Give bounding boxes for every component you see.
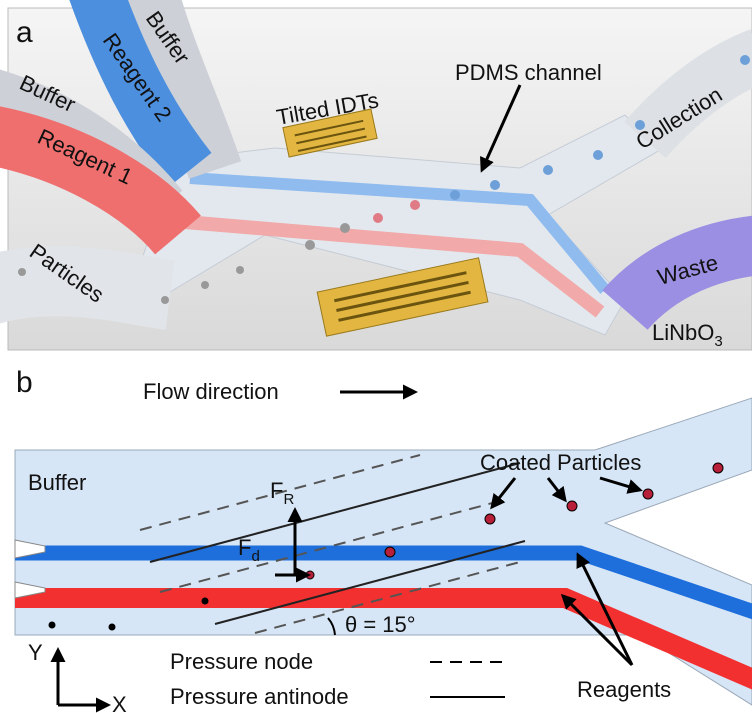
substrate-text: LiNbO (652, 320, 714, 345)
force-text: F (238, 535, 251, 560)
axis-x: X (112, 692, 127, 713)
axis-y: Y (28, 640, 43, 665)
panel-b: b Flow direction Buffer Coated Particles… (15, 366, 752, 713)
buffer-label: Buffer (28, 470, 86, 495)
reagents-label: Reagents (577, 677, 671, 702)
legend-label: Pressure node (170, 649, 313, 674)
force-sub: d (251, 548, 259, 565)
panel-label: b (16, 366, 33, 399)
force-sub: R (283, 491, 294, 508)
panel-label: a (16, 16, 33, 49)
force-text: F (270, 478, 283, 503)
coated-label: Coated Particles (480, 450, 641, 475)
panel-a: a Buffer Reagent 2 Buffer Reagent 1 Part… (0, 0, 752, 350)
angle-label: θ = 15° (345, 612, 416, 637)
legend-label: Pressure antinode (170, 684, 349, 709)
substrate-sub: 3 (714, 333, 722, 350)
channel-label: PDMS channel (455, 60, 602, 85)
flow-label: Flow direction (143, 379, 279, 404)
figure: a Buffer Reagent 2 Buffer Reagent 1 Part… (0, 0, 752, 713)
